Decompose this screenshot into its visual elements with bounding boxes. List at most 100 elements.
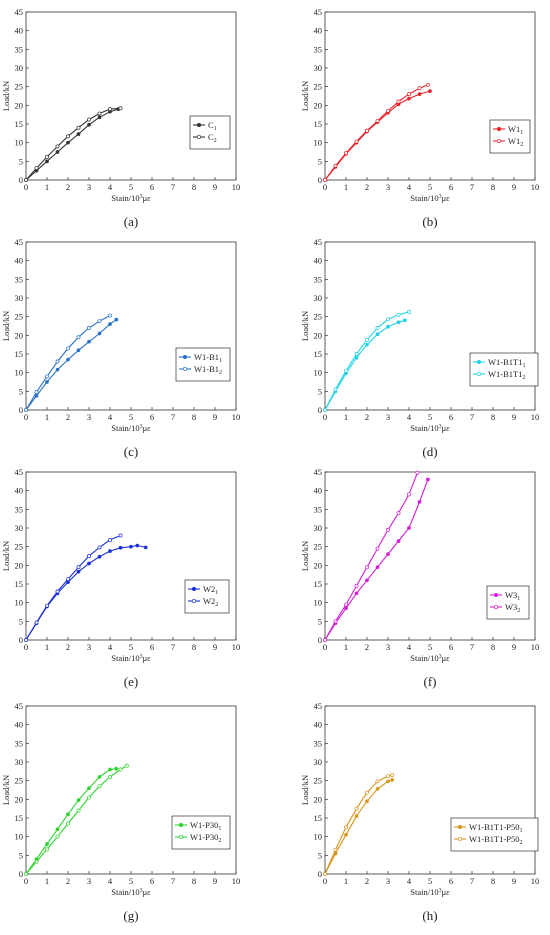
legend-box bbox=[450, 817, 539, 852]
y-tick-label: 20 bbox=[314, 330, 323, 340]
data-point bbox=[396, 511, 401, 516]
series-line bbox=[25, 315, 111, 411]
x-axis-label-text: Stain/10 bbox=[111, 423, 139, 433]
legend-box bbox=[184, 579, 230, 614]
series-line bbox=[324, 319, 405, 411]
series-line bbox=[324, 90, 431, 181]
x-axis-label-unit: με bbox=[143, 193, 152, 203]
chart-panel: 0 1 2 3 4 5 6 7 8 9 10051015202530354045Stain/103μ… bbox=[300, 467, 539, 689]
x-tick-label: 6 bbox=[449, 642, 453, 652]
x-tick-label: 5 bbox=[129, 642, 133, 652]
x-tick-label: 8 bbox=[192, 412, 196, 422]
legend-label-name: W1-B1 bbox=[194, 352, 219, 362]
y-tick-label: 0 bbox=[19, 869, 23, 879]
chart-panel: 0 1 2 3 4 5 6 7 8 9 10051015202530354045Stain/103μ… bbox=[1, 237, 240, 459]
x-tick-label: 6 bbox=[150, 412, 154, 422]
data-point bbox=[365, 337, 369, 342]
y-tick-label: 15 bbox=[15, 119, 24, 129]
y-tick-label: 10 bbox=[15, 138, 24, 148]
y-tick-label: 5 bbox=[19, 616, 23, 626]
x-axis-label-text: Stain/10 bbox=[111, 887, 139, 897]
x-axis-label-text: Stain/10 bbox=[410, 423, 438, 433]
y-tick-label: 40 bbox=[15, 256, 24, 266]
legend-swatch-marker bbox=[178, 822, 184, 828]
y-tick-label: 30 bbox=[15, 757, 24, 767]
data-point bbox=[87, 117, 91, 122]
legend-label: W1-B12 bbox=[194, 364, 222, 376]
data-point bbox=[76, 125, 81, 130]
data-point bbox=[114, 766, 119, 771]
data-point bbox=[55, 144, 60, 149]
legend-label: W32 bbox=[505, 602, 520, 614]
x-tick-label: 10 bbox=[531, 412, 540, 422]
x-tick-label: 0 bbox=[323, 876, 327, 886]
x-axis-label-text: Stain/10 bbox=[410, 193, 438, 203]
legend-label-name: W1-B1T1-P50 bbox=[469, 834, 520, 844]
legend-swatch-marker bbox=[457, 836, 463, 842]
legend-label-sub: 1 bbox=[517, 596, 520, 602]
y-tick-label: 25 bbox=[314, 776, 323, 786]
legend-label-name: W2 bbox=[203, 596, 215, 606]
y-tick-label: 20 bbox=[15, 330, 24, 340]
data-point bbox=[24, 408, 28, 412]
data-point bbox=[108, 767, 112, 772]
y-axis-label: Load/kN bbox=[300, 311, 310, 341]
legend-label-sub: 1 bbox=[215, 590, 218, 596]
x-tick-label: 5 bbox=[129, 182, 133, 192]
y-tick-label: 10 bbox=[314, 138, 323, 148]
x-axis-label-unit: με bbox=[442, 423, 451, 433]
x-tick-label: 7 bbox=[171, 182, 175, 192]
data-point bbox=[333, 163, 338, 168]
y-tick-label: 30 bbox=[314, 63, 323, 73]
x-tick-label: 6 bbox=[150, 182, 154, 192]
data-point bbox=[135, 543, 140, 548]
x-axis-label: Stain/103με bbox=[111, 887, 151, 897]
data-point bbox=[97, 331, 102, 336]
data-point bbox=[87, 795, 91, 800]
data-point bbox=[344, 825, 348, 830]
x-tick-label: 9 bbox=[512, 182, 516, 192]
data-point bbox=[407, 309, 411, 314]
y-tick-label: 35 bbox=[15, 504, 24, 514]
x-tick-label: 5 bbox=[428, 182, 432, 192]
data-point bbox=[425, 82, 430, 87]
legend-swatch-marker bbox=[196, 134, 202, 140]
x-tick-label: 4 bbox=[407, 182, 412, 192]
data-point bbox=[417, 500, 422, 504]
data-point bbox=[354, 583, 359, 588]
data-point bbox=[66, 140, 70, 145]
x-tick-label: 2 bbox=[365, 642, 369, 652]
data-point bbox=[34, 859, 39, 864]
legend-label: W1-B1T1-P502 bbox=[469, 834, 523, 846]
data-point bbox=[323, 408, 327, 412]
data-point bbox=[344, 151, 348, 156]
x-tick-label: 1 bbox=[344, 642, 348, 652]
x-axis-label: Stain/103με bbox=[410, 423, 450, 433]
legend-label: W12 bbox=[508, 136, 523, 148]
x-axis-label-text: Stain/10 bbox=[410, 653, 438, 663]
data-point bbox=[407, 92, 411, 97]
x-axis-label-unit: με bbox=[442, 193, 451, 203]
data-point bbox=[34, 620, 39, 625]
y-tick-label: 10 bbox=[314, 832, 323, 842]
x-tick-label: 8 bbox=[491, 412, 495, 422]
data-point bbox=[108, 313, 112, 318]
x-tick-label: 9 bbox=[213, 412, 217, 422]
series-line bbox=[324, 84, 429, 181]
plot-frame bbox=[324, 11, 536, 181]
y-tick-label: 35 bbox=[314, 738, 323, 748]
y-tick-label: 40 bbox=[314, 486, 323, 496]
legend-label-name: W1 bbox=[508, 124, 520, 134]
x-tick-label: 8 bbox=[192, 876, 196, 886]
data-point bbox=[66, 346, 70, 351]
data-point bbox=[66, 577, 70, 582]
data-point bbox=[344, 602, 348, 607]
data-point bbox=[428, 89, 432, 93]
data-point bbox=[323, 178, 327, 182]
data-point bbox=[97, 775, 102, 779]
x-tick-label: 10 bbox=[232, 182, 241, 192]
y-axis-label: Load/kN bbox=[1, 311, 11, 341]
data-point bbox=[417, 86, 422, 91]
plot-frame bbox=[25, 241, 237, 411]
